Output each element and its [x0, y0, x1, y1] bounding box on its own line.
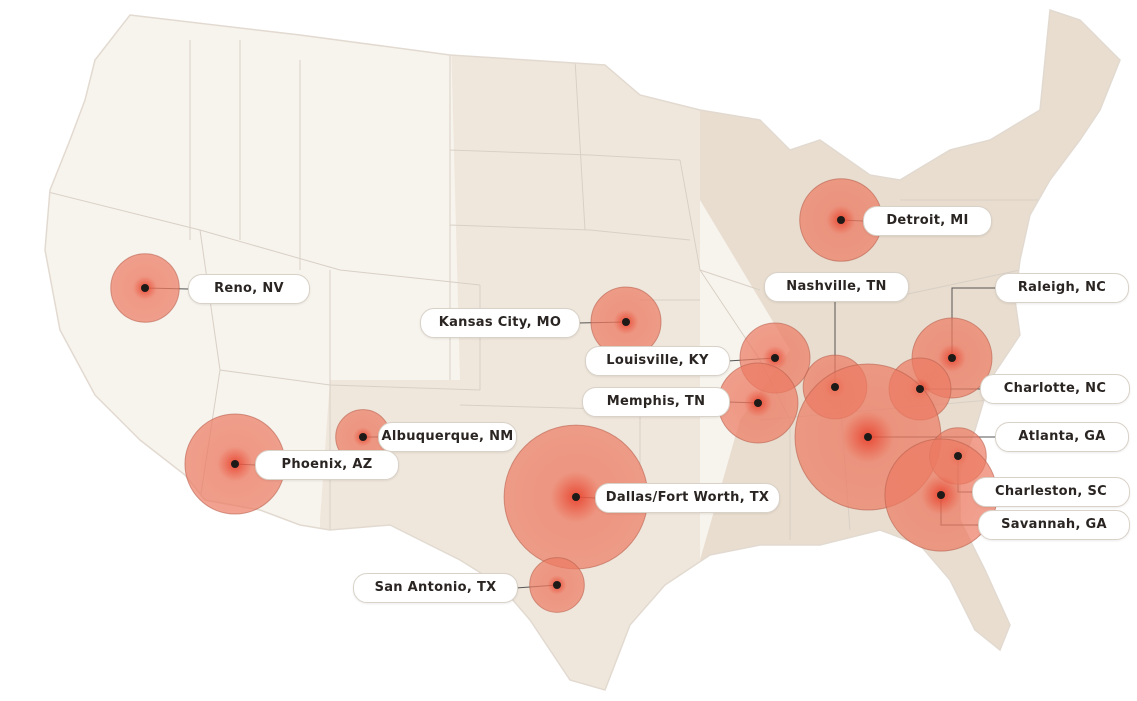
dots — [141, 216, 962, 589]
marker-dot — [771, 354, 779, 362]
marker-dot — [937, 491, 945, 499]
marker-dot — [954, 452, 962, 460]
city-label-albuquerque-nm[interactable]: Albuquerque, NM — [378, 422, 517, 452]
city-label-nashville-tn[interactable]: Nashville, TN — [764, 272, 909, 302]
marker-dot — [231, 460, 239, 468]
marker-dot — [622, 318, 630, 326]
city-label-phoenix-az[interactable]: Phoenix, AZ — [255, 450, 399, 480]
marker-dot — [831, 383, 839, 391]
city-label-charleston-sc[interactable]: Charleston, SC — [972, 477, 1130, 507]
city-label-memphis-tn[interactable]: Memphis, TN — [582, 387, 730, 417]
marker-dot — [572, 493, 580, 501]
city-label-savannah-ga[interactable]: Savannah, GA — [978, 510, 1130, 540]
marker-dot — [754, 399, 762, 407]
city-label-reno-nv[interactable]: Reno, NV — [188, 274, 310, 304]
city-label-kansas-city-mo[interactable]: Kansas City, MO — [420, 308, 580, 338]
marker-dot — [916, 385, 924, 393]
marker-dot — [948, 354, 956, 362]
city-label-dallas-fort-worth-tx[interactable]: Dallas/Fort Worth, TX — [595, 483, 780, 513]
marker-dot — [837, 216, 845, 224]
city-label-detroit-mi[interactable]: Detroit, MI — [863, 206, 992, 236]
marker-dot — [864, 433, 872, 441]
city-label-atlanta-ga[interactable]: Atlanta, GA — [995, 422, 1129, 452]
city-label-san-antonio-tx[interactable]: San Antonio, TX — [353, 573, 518, 603]
city-label-louisville-ky[interactable]: Louisville, KY — [585, 346, 730, 376]
city-label-raleigh-nc[interactable]: Raleigh, NC — [995, 273, 1129, 303]
marker-dot — [553, 581, 561, 589]
marker-dot — [359, 433, 367, 441]
city-label-charlotte-nc[interactable]: Charlotte, NC — [980, 374, 1130, 404]
marker-dot — [141, 284, 149, 292]
